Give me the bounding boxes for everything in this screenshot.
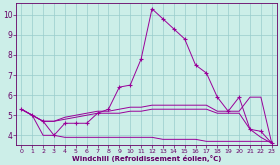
X-axis label: Windchill (Refroidissement éolien,°C): Windchill (Refroidissement éolien,°C) — [72, 155, 221, 162]
